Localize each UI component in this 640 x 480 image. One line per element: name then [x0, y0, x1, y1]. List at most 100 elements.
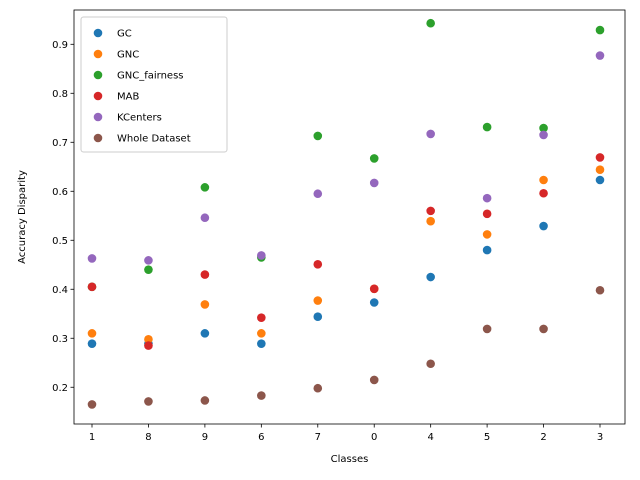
legend-label: GNC_fairness [117, 71, 183, 82]
data-point [200, 300, 210, 309]
y-tick-label: 0.6 [52, 187, 68, 198]
data-point [313, 296, 323, 305]
legend-item: Whole Dataset [93, 133, 191, 145]
series-kcenters [87, 51, 605, 265]
legend-marker [93, 49, 103, 59]
y-tick-label: 0.9 [52, 40, 68, 51]
data-point [369, 375, 379, 385]
legend-label: GC [117, 29, 132, 40]
data-point [144, 397, 153, 406]
data-point [482, 209, 492, 219]
data-point [482, 122, 492, 132]
x-tick-label: 4 [427, 432, 433, 443]
y-tick-label: 0.7 [52, 138, 68, 149]
x-tick-label: 8 [145, 432, 151, 443]
series-whole-dataset [87, 285, 605, 409]
data-point [200, 183, 210, 192]
legend-marker [93, 133, 103, 143]
data-point [482, 230, 492, 239]
legend-item: MAB [93, 92, 139, 103]
data-point [313, 189, 323, 199]
data-point [426, 216, 435, 226]
data-point [144, 256, 153, 265]
legend-item: GNC [93, 49, 139, 61]
data-point [87, 254, 97, 263]
data-point [595, 153, 605, 162]
legend-label: Whole Dataset [117, 134, 191, 145]
legend: GC GNC GNC_fairness MAB KCenters Whole Datase… [80, 16, 228, 153]
data-point [595, 51, 605, 60]
data-point [257, 339, 266, 348]
data-point [200, 396, 210, 405]
data-point [369, 178, 379, 188]
data-point [539, 221, 548, 231]
data-point [313, 259, 323, 269]
data-point [539, 175, 548, 185]
data-point [595, 285, 605, 295]
data-point [539, 188, 548, 198]
data-point [313, 131, 323, 141]
data-point [87, 329, 97, 338]
data-point [200, 270, 210, 279]
data-point [369, 154, 379, 163]
legend-marker [93, 28, 103, 38]
data-point [539, 324, 548, 334]
data-point [257, 329, 266, 338]
legend-label: GNC [117, 50, 139, 61]
series-mab [87, 153, 605, 350]
plot-area-frame [73, 9, 626, 425]
data-point [539, 123, 548, 133]
data-point [426, 272, 435, 282]
data-point [257, 313, 266, 322]
legend-item: GNC_fairness [93, 70, 183, 82]
data-point [369, 284, 379, 294]
x-tick-label: 2 [540, 432, 546, 443]
data-point [595, 175, 605, 185]
data-point [426, 206, 435, 216]
data-point [144, 334, 153, 344]
legend-label: MAB [117, 92, 139, 103]
x-tick-label: 9 [202, 432, 208, 443]
data-point [144, 265, 153, 274]
x-tick-label: 0 [371, 432, 377, 443]
x-tick-label: 3 [597, 432, 603, 443]
data-point [257, 251, 266, 260]
data-point [595, 165, 605, 175]
data-point [87, 339, 97, 348]
legend-marker [93, 70, 103, 80]
x-axis-ticks: 1 8 9 6 7 0 4 5 2 3 [89, 424, 603, 443]
data-point [257, 391, 266, 400]
legend-item: GC [93, 28, 132, 40]
x-tick-label: 1 [89, 432, 95, 443]
data-point [87, 400, 97, 409]
legend-marker [93, 112, 103, 122]
data-point [313, 312, 323, 322]
y-axis-label: Accuracy Disparity [17, 170, 28, 264]
y-tick-label: 0.4 [52, 285, 68, 296]
data-point [426, 18, 435, 28]
data-point [426, 129, 435, 139]
data-point [200, 329, 210, 338]
data-point [313, 383, 323, 393]
x-tick-label: 7 [315, 432, 321, 443]
data-point [595, 25, 605, 35]
data-point [144, 341, 153, 350]
data-points [87, 18, 605, 409]
y-tick-label: 0.2 [52, 383, 68, 394]
data-point [426, 359, 435, 369]
y-axis-ticks: 0.2 0.3 0.4 0.5 0.6 0.7 0.8 0.9 [52, 40, 74, 394]
x-tick-label: 6 [258, 432, 264, 443]
y-tick-label: 0.8 [52, 89, 68, 100]
y-tick-label: 0.5 [52, 236, 68, 247]
y-tick-label: 0.3 [52, 334, 68, 345]
data-point [369, 298, 379, 307]
data-point [539, 130, 548, 140]
legend-box [80, 16, 228, 153]
legend-item: KCenters [93, 112, 162, 124]
data-point [482, 245, 492, 255]
data-point [87, 282, 97, 292]
data-point [482, 324, 492, 334]
x-axis-label: Classes [331, 454, 369, 465]
data-point [482, 193, 492, 203]
